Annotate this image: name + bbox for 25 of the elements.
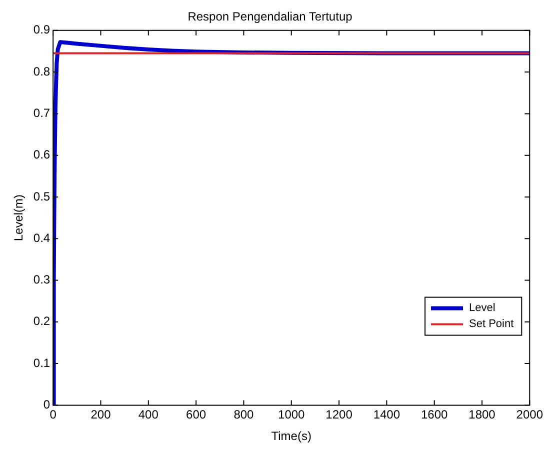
y-tick-label: 0.6	[33, 148, 50, 162]
x-tick-label: 400	[138, 408, 159, 422]
y-tick-label: 0.1	[33, 356, 50, 370]
x-tick-label: 600	[186, 408, 206, 422]
x-axis-title: Time(s)	[271, 429, 312, 444]
x-tick-label: 2000	[516, 408, 544, 422]
x-tick-label: 1600	[420, 408, 448, 422]
y-tick-label: 0.5	[33, 189, 50, 204]
x-tick-label: 800	[234, 408, 254, 422]
y-tick-label: 0.3	[33, 272, 50, 287]
y-tick-label: 0.9	[33, 22, 50, 37]
legend-label: Level	[469, 302, 496, 314]
y-tick-label: 0.7	[33, 106, 50, 120]
legend-label: Set Point	[469, 318, 514, 330]
x-tick-label: 200	[90, 408, 112, 422]
x-tick-label: 1000	[278, 408, 306, 422]
y-tick-label: 0.8	[33, 64, 50, 78]
y-tick-label: 0.2	[33, 314, 50, 328]
x-tick-label: 1200	[326, 408, 353, 422]
y-axis-title: Level(m)	[12, 194, 26, 242]
y-tick-label: 0.4	[33, 230, 50, 245]
x-tick-label: 1800	[468, 408, 496, 422]
x-tick-label: 1400	[373, 408, 400, 422]
y-tick-label: 0	[43, 398, 50, 412]
chart-title: Respon Pengendalian Tertutup	[188, 10, 353, 24]
